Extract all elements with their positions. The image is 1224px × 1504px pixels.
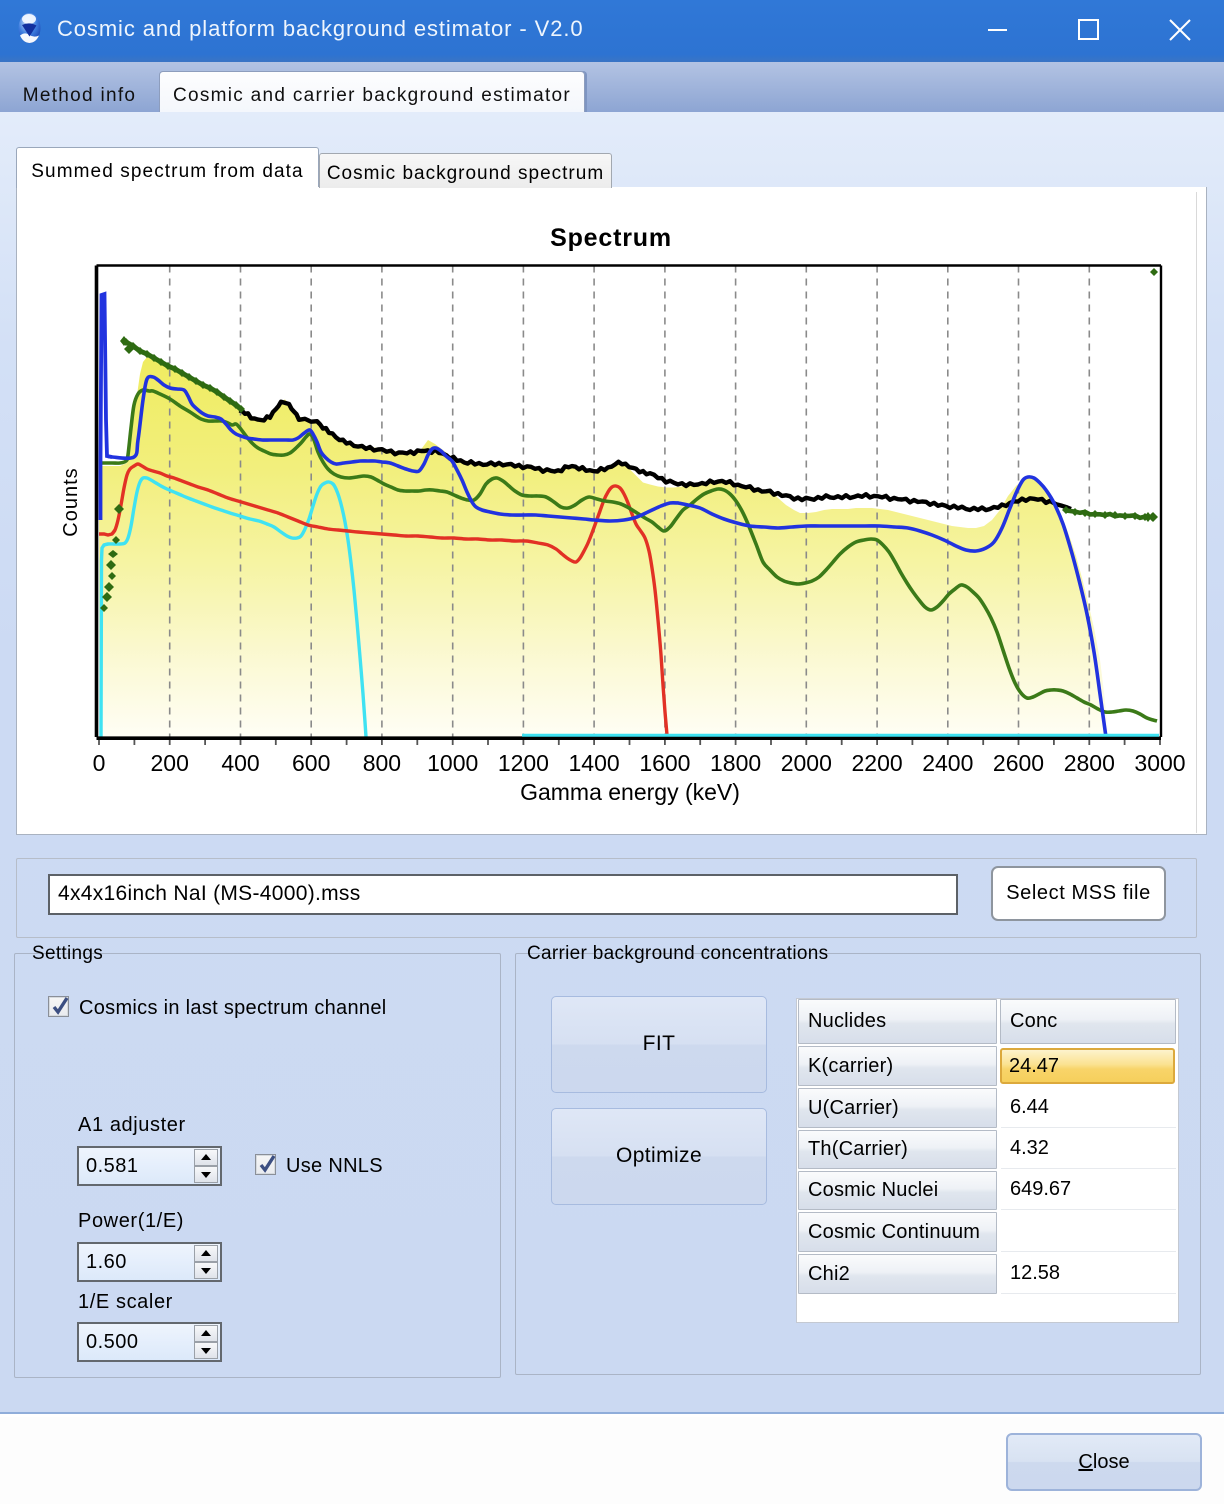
svg-text:400: 400 bbox=[221, 750, 259, 776]
svg-text:200: 200 bbox=[151, 750, 189, 776]
svg-text:1600: 1600 bbox=[639, 750, 690, 776]
svg-text:Gamma energy (keV): Gamma energy (keV) bbox=[520, 779, 740, 805]
svg-text:0: 0 bbox=[93, 750, 106, 776]
svg-text:3000: 3000 bbox=[1134, 750, 1185, 776]
svg-text:2400: 2400 bbox=[922, 750, 973, 776]
svg-text:600: 600 bbox=[292, 750, 330, 776]
svg-text:Counts: Counts bbox=[60, 467, 82, 536]
svg-text:1800: 1800 bbox=[710, 750, 761, 776]
svg-text:Spectrum: Spectrum bbox=[550, 224, 672, 252]
svg-text:800: 800 bbox=[363, 750, 401, 776]
svg-text:2200: 2200 bbox=[852, 750, 903, 776]
svg-text:1400: 1400 bbox=[569, 750, 620, 776]
svg-text:1200: 1200 bbox=[498, 750, 549, 776]
svg-text:2800: 2800 bbox=[1064, 750, 1115, 776]
svg-text:1000: 1000 bbox=[427, 750, 478, 776]
svg-text:2000: 2000 bbox=[781, 750, 832, 776]
svg-text:2600: 2600 bbox=[993, 750, 1044, 776]
